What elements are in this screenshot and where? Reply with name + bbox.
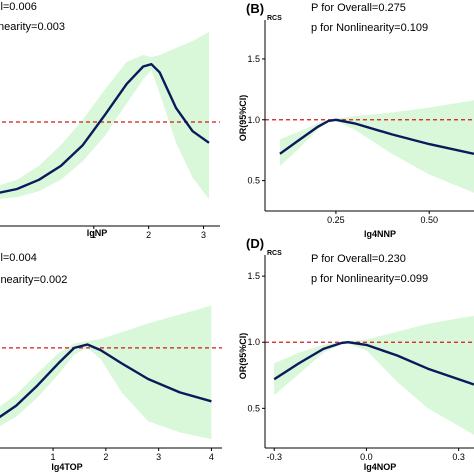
panel-b-ci-band	[279, 100, 474, 193]
panel-a-p-overall: ll=0.006	[0, 1, 37, 13]
panel-b-p-overall: P for Overall=0.275	[311, 2, 406, 14]
panel-a-plot: 1 2 3	[0, 31, 220, 240]
panel-d-p-overall: P for Overall=0.230	[311, 253, 406, 265]
panel-c-p-nonlinearity: inearity=0.002	[0, 274, 67, 286]
panel-b-or-curve	[279, 118, 474, 155]
panel-c-or-curve	[0, 343, 212, 419]
panel-d-ci-band	[274, 315, 474, 435]
panel-c-x-tick-label: 3	[156, 452, 161, 462]
panel-c: ll=0.004 inearity=0.002 1 2 3 4 lg4TOP	[0, 252, 222, 472]
panel-d-y-tick-label: 1.5	[247, 271, 260, 281]
panel-d-x-tick-label: 0.3	[452, 452, 465, 462]
panel-c-x-axis-label: lg4TOP	[51, 462, 82, 472]
panel-c-x-tick-label: 1	[51, 452, 56, 462]
panel-b-x-tick-label: 0.50	[420, 215, 438, 225]
panel-b-y-tick-label: 1.0	[247, 115, 260, 125]
panel-a: 1 2 3 ll=0.006 nearity=0.003 lgNP	[0, 1, 220, 240]
panel-a-x-tick-label: 2	[146, 230, 151, 240]
panel-c-p-overall: ll=0.004	[0, 252, 37, 264]
panel-b-x-axis-label: lg4NNP	[364, 229, 396, 239]
panel-c-x-tick-label: 4	[209, 452, 214, 462]
panel-a-x-tick-label: 1	[91, 230, 96, 240]
panel-b-y-tick-label: 0.5	[247, 176, 260, 186]
panel-d-x-tick-label: 0.0	[360, 452, 373, 462]
panel-d-y-tick-label: 1.0	[247, 337, 260, 347]
panel-a-x-axis-label: lgNP	[87, 228, 108, 238]
panel-d-y-tick-label: 0.5	[247, 403, 260, 413]
panel-d-x-axis-label: lg4NOP	[364, 462, 397, 472]
panel-a-p-nonlinearity: nearity=0.003	[0, 21, 65, 33]
panel-d-rcs-subscript: RCS	[267, 250, 282, 257]
panel-d-plot: -0.3 0.0 0.3 0.5 1.0 1.5	[247, 255, 474, 462]
panel-b-y-tick-label: 1.5	[247, 54, 260, 64]
panel-a-or-curve	[0, 63, 210, 194]
panel-b-y-axis-label: OR(95%CI)	[238, 95, 248, 142]
panel-b-plot: 0.25 0.50 0.5 1.0 1.5	[247, 20, 474, 225]
panel-b-x-tick-label: 0.25	[327, 215, 345, 225]
panel-d-p-nonlinearity: p for Nonlinearity=0.099	[311, 273, 428, 285]
panel-c-plot: 1 2 3 4	[0, 305, 222, 462]
panel-d-x-tick-label: -0.3	[266, 452, 282, 462]
panel-d: (D) RCS P for Overall=0.230 p for Nonlin…	[238, 236, 474, 472]
panel-d-letter: (D)	[246, 236, 264, 251]
panel-b: (B) RCS P for Overall=0.275 p for Nonlin…	[238, 1, 474, 239]
panel-d-or-curve	[273, 341, 474, 386]
panel-a-x-tick-label: 3	[201, 230, 206, 240]
panel-b-rcs-subscript: RCS	[267, 15, 282, 22]
panel-b-letter: (B)	[246, 1, 264, 16]
panel-b-p-nonlinearity: p for Nonlinearity=0.109	[311, 22, 428, 34]
panel-c-ci-band	[0, 305, 212, 440]
panel-c-x-tick-label: 2	[103, 452, 108, 462]
panel-d-y-axis-label: OR(95%CI)	[238, 333, 248, 380]
